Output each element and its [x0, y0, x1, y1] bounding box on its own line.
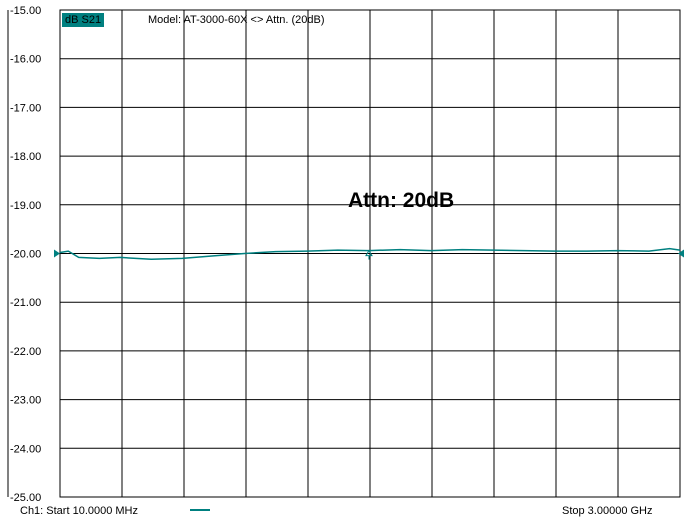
trace-layer	[59, 247, 681, 261]
attenuation-annotation: Attn: 20dB	[348, 189, 455, 212]
trace-label[interactable]: dB S21	[62, 13, 105, 27]
y-tick-label: -23.00	[10, 395, 41, 407]
y-tick-labels: -15.00 -16.00 -17.00 -18.00 -19.00 -20.00 -21.…	[10, 5, 41, 504]
reference-arrow-right	[678, 249, 684, 258]
reference-arrow-left	[54, 249, 60, 258]
reference-indicators	[54, 249, 684, 258]
start-frequency-label: Ch1: Start 10.0000 MHz	[20, 505, 139, 517]
y-tick-label: -19.00	[10, 200, 41, 212]
y-tick-label: -17.00	[10, 102, 41, 114]
trace-line	[59, 247, 681, 261]
y-tick-label: -21.00	[10, 297, 41, 309]
y-tick-label: -18.00	[10, 151, 41, 163]
y-tick-label: -25.00	[10, 492, 41, 504]
y-tick-label: -22.00	[10, 346, 41, 358]
model-title: Model: AT-3000-60X <> Attn. (20dB)	[148, 14, 325, 26]
y-tick-label: -20.00	[10, 249, 41, 261]
stop-frequency-label: Stop 3.00000 GHz	[562, 505, 653, 517]
plot-grid	[7, 9, 681, 498]
trace-legend-swatch	[190, 509, 210, 511]
y-tick-label: -15.00	[10, 5, 41, 17]
y-tick-label: -24.00	[10, 443, 41, 455]
y-tick-label: -16.00	[10, 54, 41, 66]
